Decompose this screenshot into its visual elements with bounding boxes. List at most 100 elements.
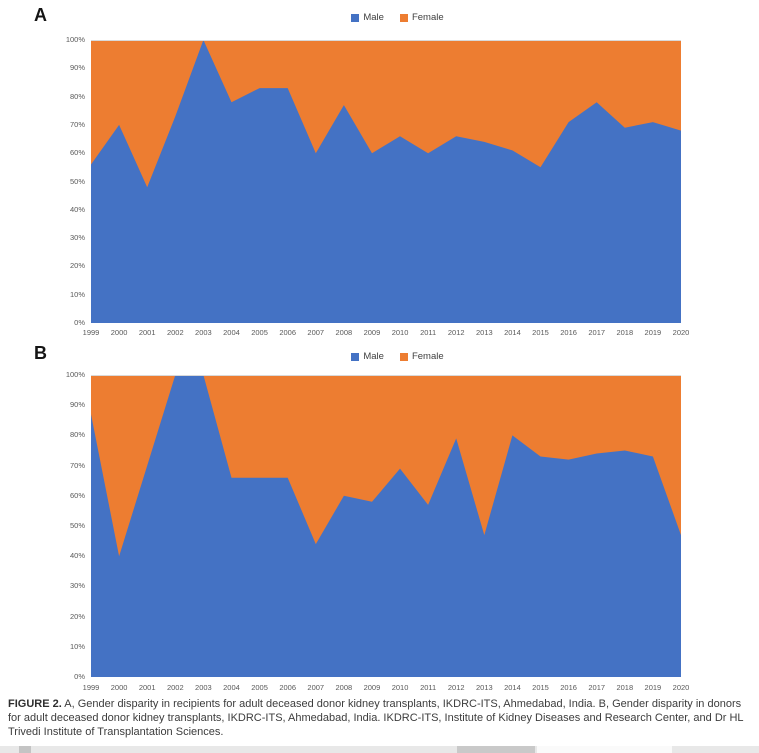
x-axis-tick-label: 2015	[532, 328, 549, 337]
y-axis-tick-label: 90%	[69, 63, 85, 73]
page-edge-strip	[0, 746, 759, 753]
x-axis-tick-label: 2006	[279, 683, 296, 692]
y-axis-b: 0% 10% 20% 30% 40% 50% 60% 70% 80% 90% 100%	[0, 370, 85, 681]
panel-label-b: B	[34, 343, 47, 363]
y-axis-tick-label: 10%	[69, 641, 85, 651]
male-legend-label: Male	[363, 351, 384, 362]
legend-a: Male Female	[18, 12, 759, 23]
page-edge-segment-light	[537, 746, 672, 753]
x-axis-tick-label: 2002	[166, 683, 184, 692]
y-axis-tick-label: 70%	[69, 119, 85, 129]
male-area	[91, 40, 681, 323]
y-axis-tick-label: 80%	[69, 91, 85, 101]
x-axis-tick-label: 2019	[644, 328, 662, 337]
x-axis-tick-label: 2000	[110, 328, 128, 337]
legend-item-male: Male	[351, 351, 384, 362]
x-axis-tick-label: 2005	[251, 328, 268, 337]
y-axis-a: 0% 10% 20% 30% 40% 50% 60% 70% 80% 90% 100%	[0, 35, 85, 327]
x-axis-tick-label: 1999	[82, 328, 100, 337]
x-axis-tick-label: 2020	[672, 328, 690, 337]
x-axis-tick-label: 2015	[532, 683, 549, 692]
legend-b: Male Female	[18, 351, 759, 362]
y-axis-tick-label: 0%	[74, 318, 85, 327]
y-axis-tick-label: 0%	[74, 672, 85, 681]
x-axis-tick-label: 2009	[363, 328, 381, 337]
figure-caption: FIGURE 2. A, Gender disparity in recipie…	[8, 698, 755, 739]
y-axis-tick-label: 20%	[69, 611, 85, 621]
x-axis-tick-label: 2003	[195, 683, 212, 692]
x-axis-tick-label: 2004	[223, 328, 240, 337]
x-axis-tick-label: 2001	[138, 683, 156, 692]
plot-area-b	[91, 375, 681, 677]
x-axis-tick-label: 2011	[420, 683, 437, 692]
x-axis-tick-label: 2008	[335, 328, 353, 337]
x-axis-a: 1999 2000 2001 2002 2003 2004 2005 2006 2007 2008…	[83, 328, 690, 340]
y-axis-tick-label: 10%	[69, 289, 85, 299]
x-axis-tick-label: 2010	[391, 683, 409, 692]
x-axis-tick-label: 2016	[560, 683, 577, 692]
x-axis-tick-label: 2000	[110, 683, 128, 692]
x-axis-b: 1999 2000 2001 2002 2003 2004 2005 2006 2007 2008…	[83, 683, 690, 695]
y-axis-tick-label: 30%	[69, 233, 85, 243]
x-axis-tick-label: 2011	[420, 328, 437, 337]
figure-caption-label: FIGURE 2.	[8, 698, 62, 710]
x-axis-tick-label: 2010	[391, 328, 409, 337]
y-axis-tick-label: 60%	[69, 148, 85, 158]
female-swatch-icon	[399, 352, 408, 361]
x-axis-tick-label: 2007	[307, 328, 325, 337]
y-axis-tick-label: 50%	[69, 176, 85, 186]
x-axis-tick-label: 2007	[307, 683, 325, 692]
x-axis-tick-label: 2003	[195, 328, 212, 337]
x-axis-tick-label: 2013	[475, 683, 493, 692]
y-axis-tick-label: 30%	[69, 581, 85, 591]
male-swatch-icon	[351, 352, 360, 361]
male-legend-label: Male	[363, 12, 384, 23]
x-axis-tick-label: 2012	[447, 683, 465, 692]
male-swatch-icon	[351, 13, 360, 22]
x-axis-tick-label: 2002	[166, 328, 184, 337]
y-axis-tick-label: 60%	[69, 490, 85, 500]
female-legend-label: Female	[411, 351, 444, 362]
x-axis-tick-label: 2008	[335, 683, 353, 692]
stacked-area-chart-a	[91, 40, 681, 323]
plot-area-a	[91, 40, 681, 323]
x-axis-tick-label: 2009	[363, 683, 381, 692]
legend-item-female: Female	[399, 12, 444, 23]
legend-item-male: Male	[351, 12, 384, 23]
x-axis-tick-label: 2014	[504, 328, 521, 337]
x-axis-tick-label: 2013	[475, 328, 493, 337]
x-axis-tick-label: 2012	[447, 328, 465, 337]
x-axis-tick-label: 2006	[279, 328, 296, 337]
x-axis-tick-label: 2014	[504, 683, 521, 692]
x-axis-tick-label: 2018	[616, 328, 634, 337]
x-axis-tick-label: 2001	[138, 328, 156, 337]
y-axis-tick-label: 90%	[69, 400, 85, 410]
y-axis-tick-label: 70%	[69, 460, 85, 470]
y-axis-tick-label: 100%	[65, 35, 85, 44]
figure-caption-text: A, Gender disparity in recipients for ad…	[8, 698, 744, 738]
female-legend-label: Female	[411, 12, 444, 23]
y-axis-tick-label: 20%	[69, 261, 85, 271]
x-axis-tick-label: 2017	[588, 683, 606, 692]
male-area	[91, 375, 681, 677]
x-axis-tick-label: 2017	[588, 328, 606, 337]
x-axis-tick-label: 2005	[251, 683, 268, 692]
page-edge-segment-dark	[457, 746, 535, 753]
x-axis-tick-label: 2020	[672, 683, 690, 692]
y-axis-tick-label: 40%	[69, 204, 85, 214]
stacked-area-chart-b	[91, 375, 681, 677]
legend-item-female: Female	[399, 351, 444, 362]
page-edge-mark	[19, 746, 31, 753]
x-axis-tick-label: 2018	[616, 683, 634, 692]
y-axis-tick-label: 40%	[69, 551, 85, 561]
y-axis-tick-label: 80%	[69, 430, 85, 440]
y-axis-tick-label: 100%	[65, 370, 85, 379]
y-axis-tick-label: 50%	[69, 521, 85, 530]
x-axis-tick-label: 2004	[223, 683, 240, 692]
x-axis-tick-label: 1999	[82, 683, 100, 692]
female-swatch-icon	[399, 13, 408, 22]
panel-label-a: A	[34, 5, 47, 25]
x-axis-tick-label: 2016	[560, 328, 577, 337]
x-axis-tick-label: 2019	[644, 683, 662, 692]
